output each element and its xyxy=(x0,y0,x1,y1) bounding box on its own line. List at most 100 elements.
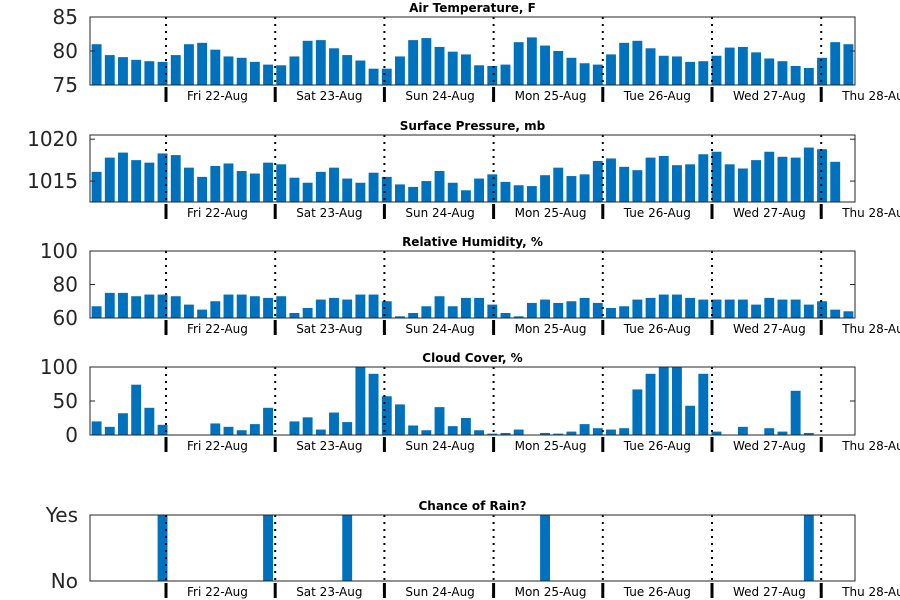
bar xyxy=(276,296,287,318)
bar xyxy=(157,515,168,581)
bar xyxy=(724,47,735,85)
bar xyxy=(658,55,669,85)
bar xyxy=(500,64,511,85)
bar xyxy=(685,164,696,202)
bar xyxy=(118,413,128,435)
x-day-label: Sat 23-Aug xyxy=(296,585,362,599)
chart-panel: Surface Pressure, mb 1015 1020 Fri 22-Aug Sa… xyxy=(27,119,900,220)
bar xyxy=(329,412,339,435)
bar xyxy=(91,171,102,202)
bar xyxy=(579,424,590,435)
bar xyxy=(210,49,221,85)
bar xyxy=(118,152,128,202)
bar xyxy=(210,301,221,318)
bar xyxy=(553,51,564,85)
bar xyxy=(144,294,155,318)
bar xyxy=(381,68,392,85)
bar xyxy=(395,184,405,202)
bar xyxy=(197,42,208,85)
bar xyxy=(671,56,682,85)
bar xyxy=(342,299,353,318)
bar xyxy=(540,45,550,85)
bar xyxy=(553,433,564,435)
y-tick-label: 50 xyxy=(53,389,78,413)
bar xyxy=(698,61,709,85)
bar xyxy=(487,304,498,318)
bar xyxy=(434,296,445,318)
bar xyxy=(474,297,485,318)
x-day-label: Sat 23-Aug xyxy=(296,322,362,336)
bar xyxy=(368,373,379,435)
bar xyxy=(223,56,234,85)
bar xyxy=(592,160,603,202)
bar xyxy=(487,174,498,202)
x-day-label: Thu 28-Aug xyxy=(841,206,900,220)
y-tick-label: No xyxy=(51,569,78,593)
plot-area xyxy=(90,515,855,581)
bar xyxy=(289,421,300,435)
x-day-label: Mon 25-Aug xyxy=(515,322,587,336)
bar xyxy=(843,311,854,318)
x-day-label: Sat 23-Aug xyxy=(296,439,362,453)
bar xyxy=(658,367,669,435)
bar xyxy=(487,65,498,85)
x-day-label: Tue 26-Aug xyxy=(623,439,691,453)
bar xyxy=(381,301,392,318)
bar xyxy=(790,65,801,85)
y-tick-label: 100 xyxy=(40,239,78,263)
bar xyxy=(434,46,445,85)
bar xyxy=(645,297,656,318)
bar xyxy=(315,429,326,435)
y-tick-label: 85 xyxy=(53,5,78,29)
bar xyxy=(263,297,273,318)
bar xyxy=(170,55,181,85)
bar xyxy=(698,154,709,202)
bar xyxy=(474,65,485,85)
bar xyxy=(487,433,498,435)
bar xyxy=(566,57,577,85)
bar xyxy=(408,186,419,202)
x-day-label: Fri 22-Aug xyxy=(187,322,248,336)
bar xyxy=(790,390,801,435)
panel-title: Cloud Cover, % xyxy=(422,351,522,365)
bar xyxy=(540,299,550,318)
bar xyxy=(526,302,537,318)
bar xyxy=(460,418,471,435)
bar xyxy=(249,296,260,318)
bar xyxy=(447,182,458,202)
bar xyxy=(711,55,722,85)
bar xyxy=(289,177,300,202)
x-day-label: Sat 23-Aug xyxy=(296,206,362,220)
bar xyxy=(421,430,432,435)
bar xyxy=(91,306,102,318)
bar xyxy=(632,40,643,85)
plot-area xyxy=(90,367,855,435)
panel-title: Relative Humidity, % xyxy=(402,235,543,249)
x-day-label: Mon 25-Aug xyxy=(515,585,587,599)
bar xyxy=(408,312,419,318)
bar xyxy=(131,160,142,203)
bar xyxy=(566,176,577,202)
bar xyxy=(513,429,524,435)
bar xyxy=(764,151,775,202)
bar xyxy=(104,55,115,85)
x-day-label: Wed 27-Aug xyxy=(733,89,806,103)
bar xyxy=(803,515,814,581)
bar xyxy=(790,299,801,318)
bar xyxy=(434,171,445,202)
bar xyxy=(737,46,748,85)
bar xyxy=(803,147,814,202)
bar xyxy=(421,181,432,202)
bar xyxy=(606,54,616,85)
bar xyxy=(671,367,682,435)
bar xyxy=(671,165,682,202)
bar xyxy=(447,306,458,318)
bar xyxy=(302,40,313,85)
x-day-label: Thu 28-Aug xyxy=(841,89,900,103)
bar xyxy=(263,407,273,435)
bar xyxy=(540,432,550,435)
bar xyxy=(183,304,194,318)
panel-title: Air Temperature, F xyxy=(409,1,536,15)
chart-panel: Cloud Cover, % 0 50 100 Fri 22-Aug Sat 23-Aug… xyxy=(40,351,900,453)
